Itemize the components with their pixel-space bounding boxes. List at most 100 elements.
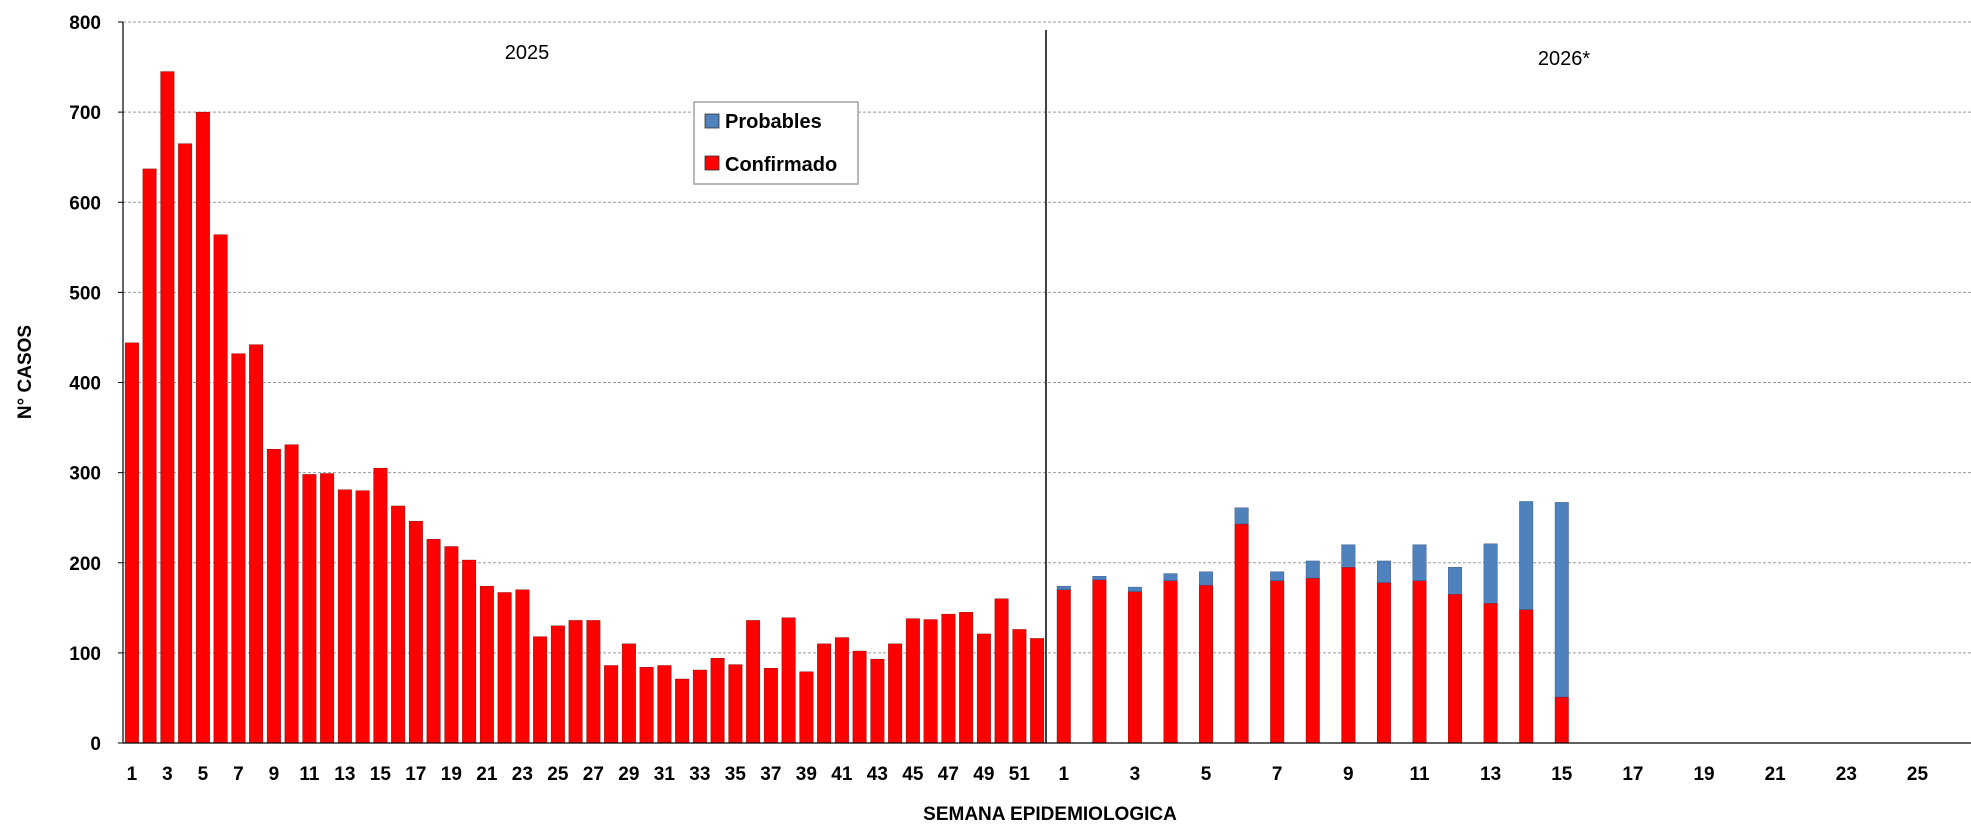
y-tick-label: 300 xyxy=(69,464,101,485)
legend-swatch-confirmado xyxy=(704,155,720,171)
x-tick-label: 5 xyxy=(198,764,209,785)
legend-box xyxy=(693,101,859,185)
bar-probables xyxy=(1127,586,1142,592)
bar-confirmado xyxy=(426,539,441,744)
x-tick-label: 49 xyxy=(973,764,994,785)
bar-confirmado xyxy=(497,592,512,744)
bar-probables xyxy=(1056,585,1071,590)
bar-confirmado xyxy=(249,344,264,744)
x-tick-label: 1 xyxy=(1058,764,1069,785)
bar-confirmado xyxy=(1341,567,1356,744)
bar-confirmado xyxy=(1056,589,1071,744)
y-tick-label: 500 xyxy=(69,283,101,304)
bar-confirmado xyxy=(444,546,459,744)
bar-confirmado xyxy=(746,620,761,744)
bar-confirmado xyxy=(320,473,335,744)
bar-confirmado xyxy=(923,619,938,744)
bar-confirmado xyxy=(959,612,974,744)
period-label-2025: 2025 xyxy=(505,42,550,64)
y-tick-label: 200 xyxy=(69,554,101,575)
x-tick-label: 3 xyxy=(162,764,173,785)
bar-confirmado xyxy=(710,658,725,744)
bar-confirmado xyxy=(231,353,246,744)
bar-confirmado xyxy=(408,521,423,744)
bar-probables xyxy=(1270,571,1285,581)
legend: Probables Confirmado xyxy=(693,101,859,185)
bar-confirmado xyxy=(799,671,814,744)
x-tick-label: 11 xyxy=(1409,764,1430,785)
x-tick-label: 17 xyxy=(405,764,426,785)
bar-probables xyxy=(1448,567,1463,595)
bar-confirmado xyxy=(817,643,832,744)
x-axis-title: SEMANA EPIDEMIOLOGICA xyxy=(923,804,1177,825)
x-tick-label: 45 xyxy=(902,764,924,785)
bar-confirmado xyxy=(941,613,956,744)
bar-confirmado xyxy=(888,643,903,744)
bar-confirmado xyxy=(905,618,920,744)
x-tick-label: 29 xyxy=(618,764,639,785)
x-tick-label: 47 xyxy=(938,764,959,785)
bar-confirmado xyxy=(284,444,299,744)
bar-confirmado xyxy=(1448,594,1463,744)
bar-confirmado xyxy=(834,637,849,744)
y-tick-label: 700 xyxy=(69,103,101,124)
y-axis-title: N° CASOS xyxy=(15,325,36,419)
x-tick-label: 21 xyxy=(1765,764,1787,785)
bar-confirmado xyxy=(639,667,654,744)
axes xyxy=(118,21,1971,744)
bar-confirmado xyxy=(337,489,352,744)
bar-confirmado xyxy=(178,143,193,744)
bar-probables xyxy=(1519,501,1534,610)
bar-confirmado xyxy=(195,111,210,744)
bar-confirmado xyxy=(675,678,690,744)
bar-confirmado xyxy=(1483,603,1498,744)
bar-confirmado xyxy=(302,474,317,744)
x-tick-labels: 1 3 5 7 9 11 13 15 17 19 21 23 25 27 29 31 33 35 37 39 41 43 4… xyxy=(127,764,1929,785)
x-tick-label: 37 xyxy=(760,764,781,785)
bar-probables xyxy=(1234,507,1249,525)
x-tick-label: 25 xyxy=(547,764,569,785)
bar-confirmado xyxy=(373,467,388,744)
bar-confirmado xyxy=(763,667,778,744)
bar-confirmado xyxy=(604,665,619,744)
bar-confirmado xyxy=(142,168,157,744)
bar-confirmado xyxy=(781,617,796,744)
y-tick-labels: 0 100 200 300 400 500 600 700 800 xyxy=(69,13,101,755)
bar-probables xyxy=(1412,544,1427,581)
bar-confirmado xyxy=(657,665,672,744)
x-tick-label: 3 xyxy=(1130,764,1141,785)
bar-confirmado xyxy=(391,505,406,744)
y-tick-label: 800 xyxy=(69,13,101,34)
x-tick-label: 23 xyxy=(1836,764,1857,785)
bar-confirmado xyxy=(586,620,601,744)
y-tick-label: 400 xyxy=(69,374,101,395)
bar-confirmado xyxy=(355,490,370,744)
x-tick-label: 17 xyxy=(1622,764,1643,785)
x-tick-label: 33 xyxy=(689,764,710,785)
bar-confirmado xyxy=(621,643,636,744)
bar-confirmado xyxy=(852,650,867,744)
bar-probables xyxy=(1305,560,1320,579)
bar-probables xyxy=(1376,560,1391,583)
x-tick-label: 13 xyxy=(1480,764,1501,785)
x-tick-label: 51 xyxy=(1009,764,1031,785)
x-tick-label: 15 xyxy=(1551,764,1573,785)
bar-confirmado xyxy=(692,669,707,744)
x-tick-label: 5 xyxy=(1201,764,1212,785)
bar-probables xyxy=(1554,502,1569,698)
x-tick-label: 23 xyxy=(512,764,533,785)
x-tick-label: 7 xyxy=(233,764,244,785)
x-tick-label: 39 xyxy=(796,764,817,785)
x-tick-label: 21 xyxy=(476,764,498,785)
x-tick-label: 31 xyxy=(654,764,676,785)
x-tick-label: 13 xyxy=(334,764,355,785)
bar-confirmado xyxy=(1234,523,1249,744)
legend-label-probables: Probables xyxy=(725,111,822,133)
bar-confirmado xyxy=(515,589,530,744)
bars xyxy=(124,71,1569,744)
x-tick-label: 11 xyxy=(299,764,320,785)
x-tick-label: 9 xyxy=(1343,764,1354,785)
bar-confirmado xyxy=(550,625,565,744)
bar-confirmado xyxy=(1519,609,1534,744)
